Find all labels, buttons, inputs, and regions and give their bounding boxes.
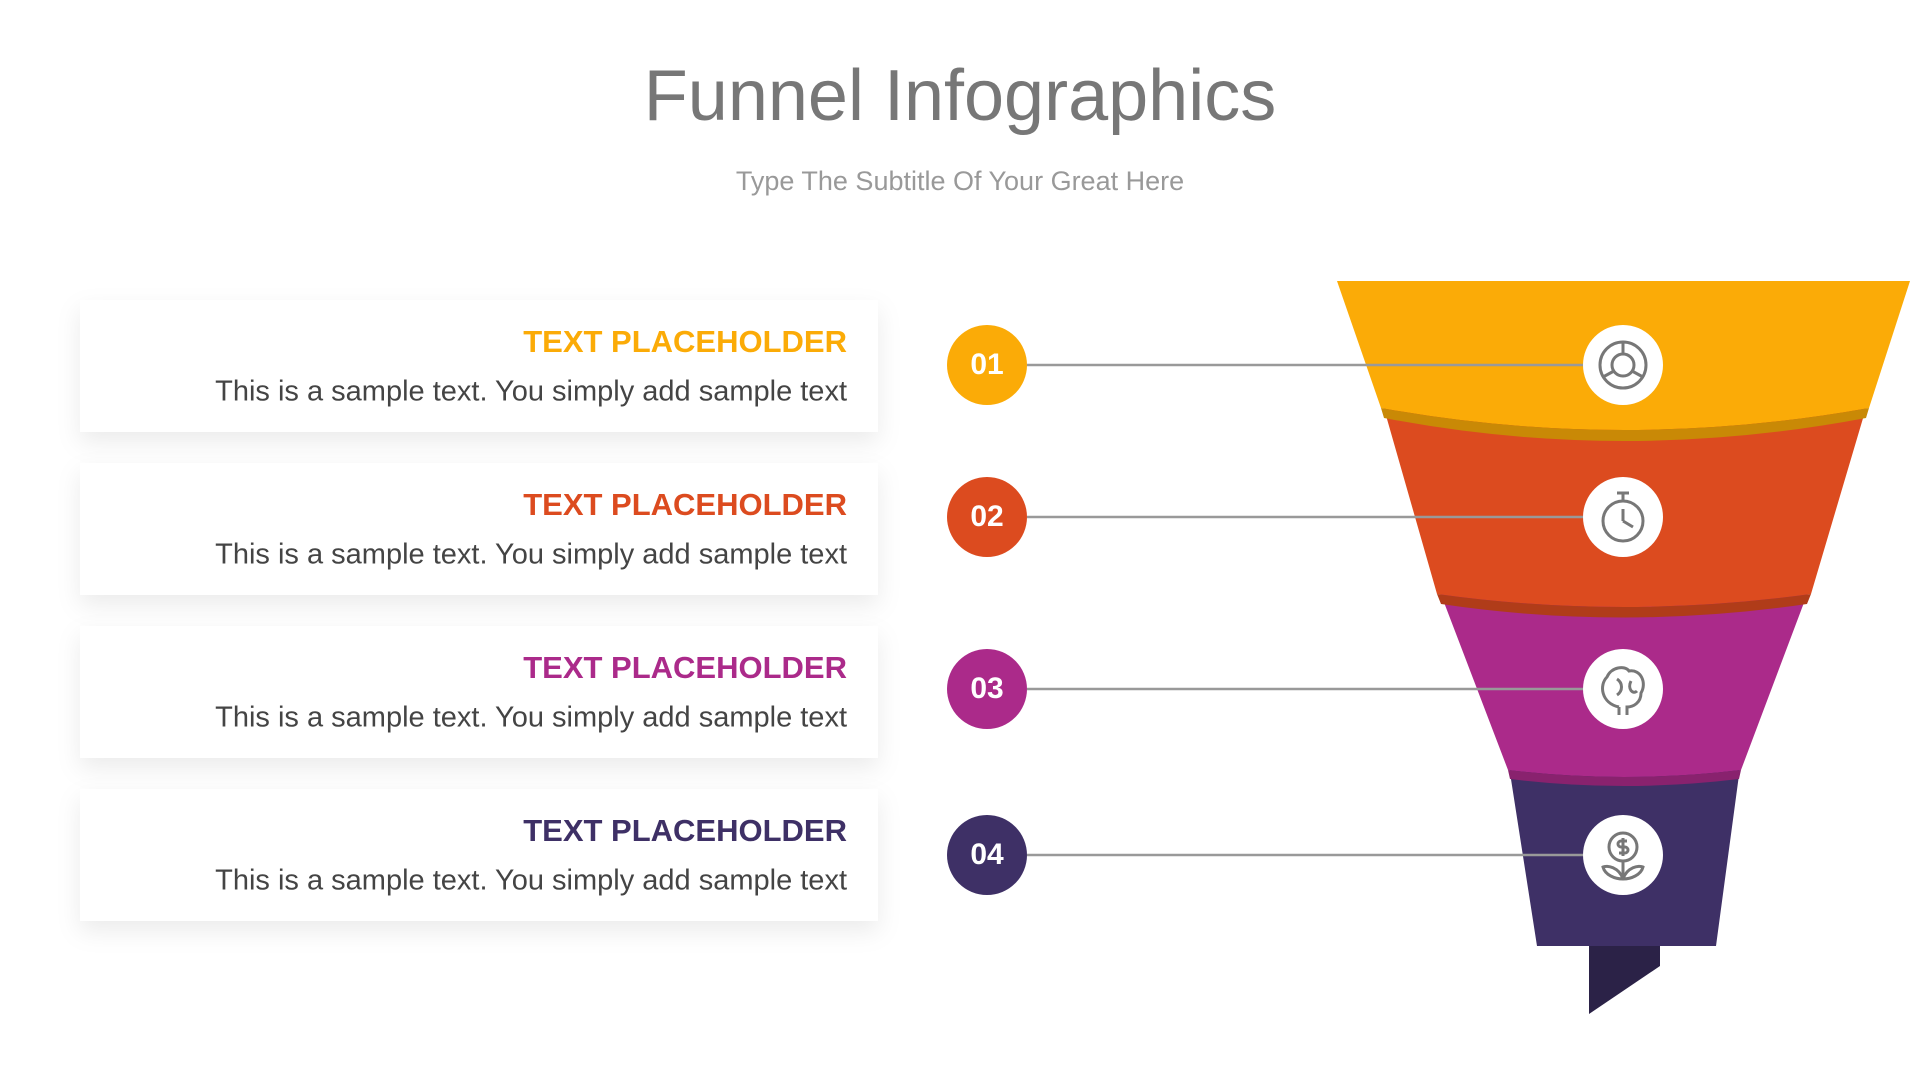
number-label: 01 [970,348,1003,381]
subtitle: Type The Subtitle Of Your Great Here [736,166,1184,196]
card: TEXT PLACEHOLDER This is a sample text. Y… [80,789,878,921]
card-box [80,300,878,432]
card-text: This is a sample text. You simply add sa… [215,702,847,734]
icon-part [1601,838,1645,881]
card-box [80,463,878,595]
icon-circle [1583,649,1663,729]
funnel-shade [1381,408,1869,441]
icon [1601,666,1645,715]
icon-circle [1583,325,1663,405]
icon-part [1601,666,1645,715]
number-badge [947,325,1027,405]
number-badge [947,477,1027,557]
icon [1598,340,1648,390]
number-badge [947,649,1027,729]
cards: TEXT PLACEHOLDER This is a sample text. Y… [80,300,878,921]
card-box [80,626,878,758]
title: Funnel Infographics [644,56,1276,136]
icon [1601,831,1645,881]
card-heading: TEXT PLACEHOLDER [523,650,847,685]
connectors: 01 02 03 04 [947,325,1663,895]
funnel-shade [1508,770,1741,786]
icon-part [1617,491,1634,529]
funnel-tail [1589,946,1660,1014]
card: TEXT PLACEHOLDER This is a sample text. Y… [80,626,878,758]
card-text: This is a sample text. You simply add sa… [215,376,847,408]
funnel-shade [1437,594,1811,618]
card-heading: TEXT PLACEHOLDER [523,324,847,359]
number-badge [947,815,1027,895]
card: TEXT PLACEHOLDER This is a sample text. Y… [80,300,878,432]
card-box [80,789,878,921]
number-label: 04 [970,838,1004,871]
number-label: 03 [970,672,1003,705]
icon-part [1602,342,1644,379]
card-text: This is a sample text. You simply add sa… [215,539,847,571]
number-label: 02 [970,500,1003,533]
icon [1601,491,1645,543]
card-text: This is a sample text. You simply add sa… [215,865,847,897]
card: TEXT PLACEHOLDER This is a sample text. Y… [80,463,878,595]
card-heading: TEXT PLACEHOLDER [523,813,847,848]
card-heading: TEXT PLACEHOLDER [523,487,847,522]
